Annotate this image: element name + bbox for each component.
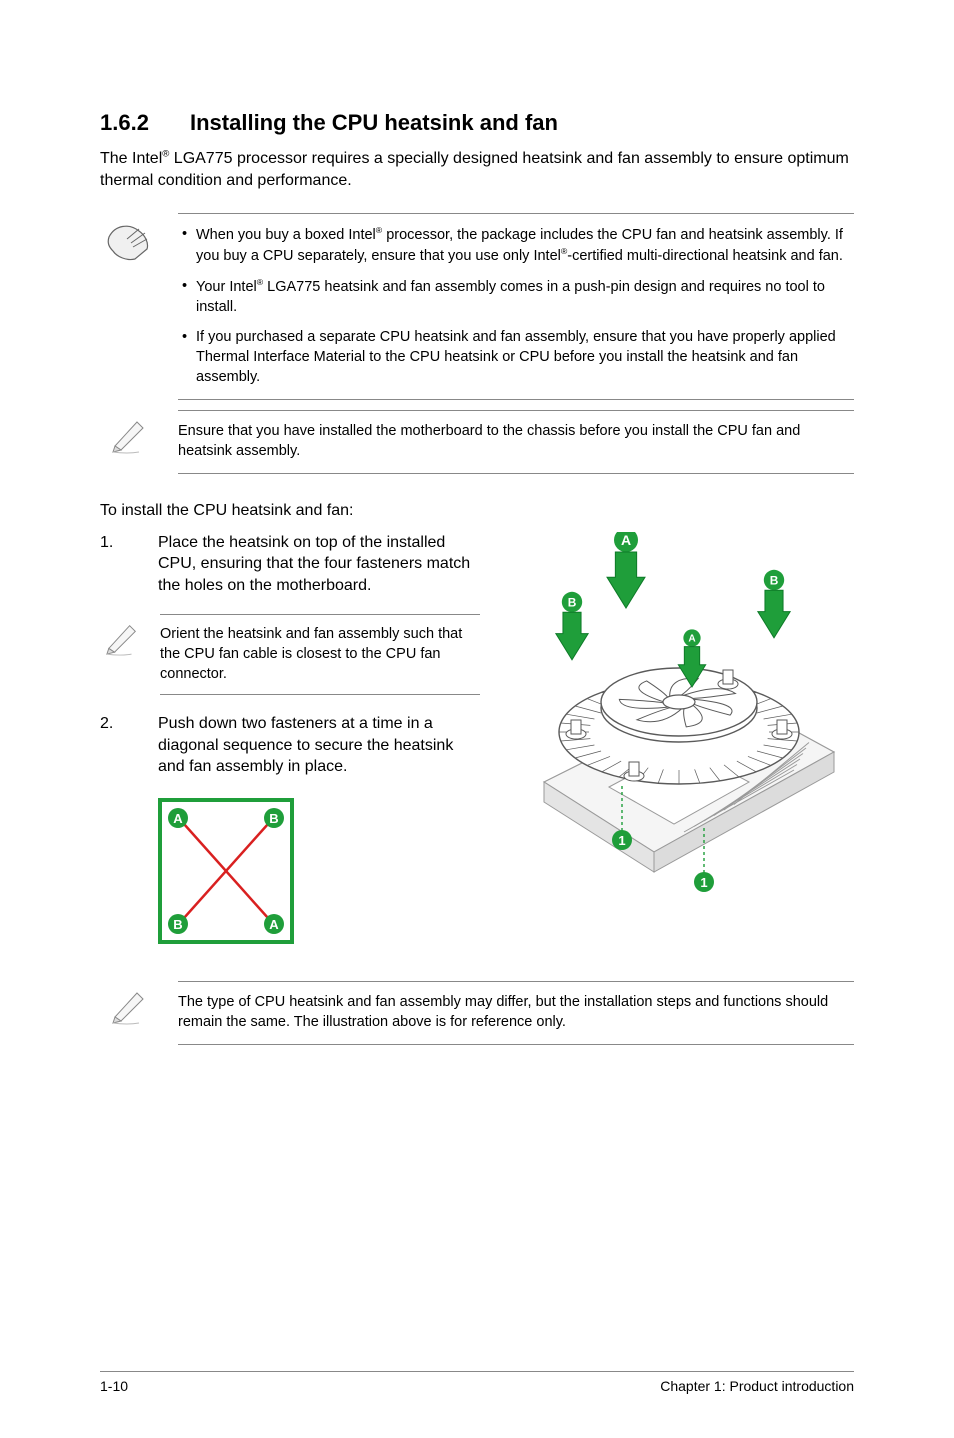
- chapter-label: Chapter 1: Product introduction: [660, 1378, 854, 1394]
- page: 1.6.2Installing the CPU heatsink and fan…: [0, 0, 954, 1438]
- pencil-icon: [100, 410, 160, 474]
- steps-lead: To install the CPU heatsink and fan:: [100, 502, 854, 520]
- page-footer: 1-10 Chapter 1: Product introduction: [100, 1371, 854, 1394]
- svg-text:A: A: [269, 917, 279, 932]
- section-heading: 1.6.2Installing the CPU heatsink and fan: [100, 110, 854, 136]
- note-info-3: The type of CPU heatsink and fan assembl…: [100, 981, 854, 1045]
- note-info-1-body: Ensure that you have installed the mothe…: [178, 410, 854, 474]
- pencil-icon: [100, 981, 160, 1045]
- svg-text:B: B: [269, 811, 278, 826]
- section-title: Installing the CPU heatsink and fan: [190, 110, 558, 135]
- right-column: 1 1 A B B A: [504, 532, 854, 951]
- svg-text:B: B: [173, 917, 182, 932]
- hand-icon: [100, 213, 160, 399]
- note-caution-body: When you buy a boxed Intel® processor, t…: [178, 213, 854, 399]
- cross-diagram: A B B A: [156, 796, 480, 951]
- svg-text:A: A: [688, 633, 696, 644]
- left-column: 1. Place the heatsink on top of the inst…: [100, 532, 480, 951]
- note-a-bullet-1: When you buy a boxed Intel® processor, t…: [178, 224, 854, 266]
- svg-text:A: A: [173, 811, 183, 826]
- svg-text:A: A: [621, 532, 631, 548]
- two-column-area: 1. Place the heatsink on top of the inst…: [100, 532, 854, 951]
- section-number: 1.6.2: [100, 110, 190, 136]
- step-1: 1. Place the heatsink on top of the inst…: [100, 532, 480, 597]
- page-number: 1-10: [100, 1378, 128, 1394]
- note-info-2: Orient the heatsink and fan assembly suc…: [100, 614, 480, 695]
- step-2: 2. Push down two fasteners at a time in …: [100, 713, 480, 778]
- intro-paragraph: The Intel® LGA775 processor requires a s…: [100, 148, 854, 191]
- svg-text:B: B: [770, 573, 779, 587]
- svg-text:B: B: [568, 595, 577, 609]
- note-a-bullet-2: Your Intel® LGA775 heatsink and fan asse…: [178, 276, 854, 317]
- note-caution: When you buy a boxed Intel® processor, t…: [100, 213, 854, 399]
- svg-text:1: 1: [618, 833, 625, 848]
- pencil-icon: [100, 614, 146, 695]
- note-a-bullet-3: If you purchased a separate CPU heatsink…: [178, 327, 854, 387]
- svg-text:1: 1: [700, 875, 707, 890]
- note-info-3-body: The type of CPU heatsink and fan assembl…: [178, 981, 854, 1045]
- heatsink-illustration: 1 1 A B B A: [514, 532, 844, 902]
- note-info-1: Ensure that you have installed the mothe…: [100, 410, 854, 474]
- note-info-2-body: Orient the heatsink and fan assembly suc…: [160, 614, 480, 695]
